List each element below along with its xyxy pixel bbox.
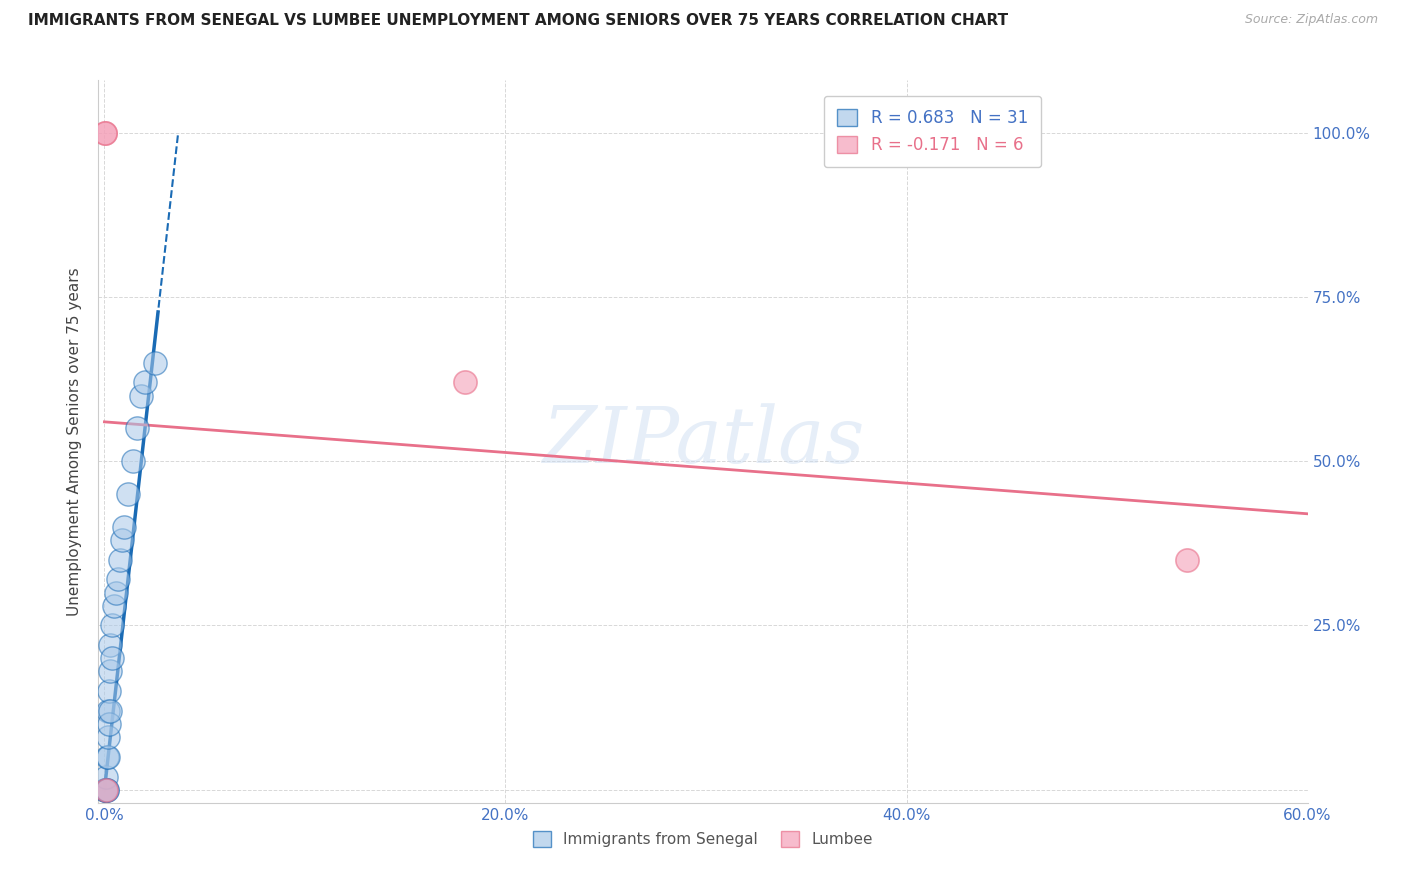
Point [129,388,152,402]
Point [94,126,117,140]
Point [101,651,124,665]
Point [454,376,477,390]
Point [105,585,128,599]
Point [98,684,121,698]
Point [94,782,117,797]
Text: IMMIGRANTS FROM SENEGAL VS LUMBEE UNEMPLOYMENT AMONG SENIORS OVER 75 YEARS CORRE: IMMIGRANTS FROM SENEGAL VS LUMBEE UNEMPL… [28,13,1008,29]
Legend: Immigrants from Senegal, Lumbee: Immigrants from Senegal, Lumbee [527,825,879,853]
Point [117,487,139,501]
Point [110,553,132,567]
Point [1175,553,1198,567]
Point [107,573,129,587]
Point [94,782,117,797]
Point [97,704,120,718]
Point [96,782,118,797]
Point [134,376,156,390]
Point [94,126,117,140]
Point [94,782,117,797]
Point [97,730,120,744]
Point [100,704,122,718]
Point [94,782,117,797]
Text: Source: ZipAtlas.com: Source: ZipAtlas.com [1244,13,1378,27]
Point [121,454,143,468]
Point [103,599,125,613]
Point [97,717,120,731]
Point [101,618,124,632]
Point [96,770,118,784]
Y-axis label: Unemployment Among Seniors over 75 years: Unemployment Among Seniors over 75 years [67,268,83,615]
Point [100,638,122,652]
Point [97,749,120,764]
Point [96,749,118,764]
Point [94,782,117,797]
Point [114,520,136,534]
Point [143,356,166,370]
Point [96,782,118,797]
Point [111,533,134,547]
Text: ZIPatlas: ZIPatlas [541,403,865,480]
Point [100,665,122,679]
Point [96,782,118,797]
Point [125,421,148,435]
